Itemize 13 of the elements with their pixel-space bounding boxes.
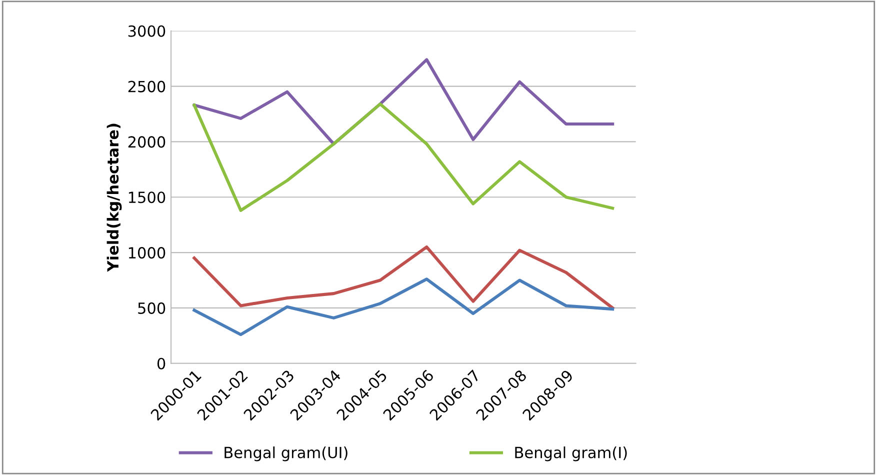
y-tick-label: 2500	[128, 80, 166, 92]
line-series	[192, 102, 614, 212]
line-series	[192, 278, 614, 336]
y-tick-label: 2000	[128, 136, 166, 148]
y-tick-label: 1000	[128, 247, 166, 259]
legend-label: Bengal gram(I)	[515, 446, 627, 462]
line-series	[192, 245, 614, 310]
y-tick-label: 0	[157, 358, 166, 370]
y-tick-label: 500	[138, 302, 166, 314]
y-tick-label: 3000	[128, 25, 166, 37]
legend-label: Bengal gram(UI)	[224, 446, 348, 462]
y-tick-label: 1500	[128, 192, 166, 204]
y-axis-title: Yield(kg/hectare)	[106, 124, 122, 272]
